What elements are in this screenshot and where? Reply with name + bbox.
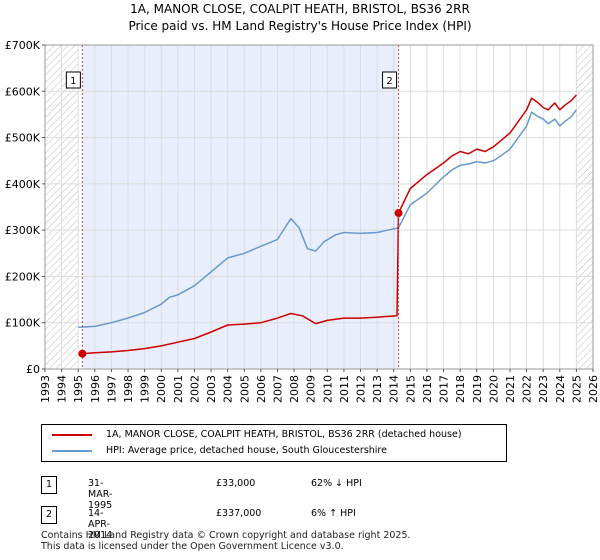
- no-data-hatched-region: [576, 45, 593, 369]
- x-tick-label: 2019: [471, 375, 484, 403]
- x-tick-label: 2001: [172, 375, 185, 403]
- y-tick-label: £700K: [5, 39, 41, 52]
- legend-item-hpi: HPI: Average price, detached house, Sout…: [52, 444, 387, 458]
- x-tick-label: 2004: [222, 375, 235, 403]
- sale-price: £337,000: [216, 508, 262, 519]
- footer-line-2: This data is licensed under the Open Gov…: [41, 541, 344, 552]
- y-tick-label: £400K: [5, 178, 41, 191]
- sale-label-number: 1: [70, 76, 76, 87]
- x-tick-label: 2013: [371, 375, 384, 403]
- x-tick-label: 2021: [504, 375, 517, 403]
- x-tick-label: 1999: [139, 375, 152, 403]
- x-tick-label: 2012: [355, 375, 368, 403]
- x-tick-label: 2003: [205, 375, 218, 403]
- y-tick-label: £100K: [5, 317, 41, 330]
- sale-hpi-comparison: 62% ↓ HPI: [311, 478, 362, 489]
- sale-hpi-comparison: 6% ↑ HPI: [311, 508, 356, 519]
- legend-line-property: [52, 433, 92, 436]
- x-tick-label: 2020: [487, 375, 500, 403]
- y-tick-label: £500K: [5, 132, 41, 145]
- x-tick-label: 2017: [438, 375, 451, 403]
- sale-label-box: [65, 71, 81, 89]
- x-tick-label: 2024: [554, 375, 567, 403]
- sale-date: 14-APR-2014: [88, 508, 113, 541]
- x-tick-label: 1996: [89, 375, 102, 403]
- property-price-line: [82, 94, 577, 355]
- x-tick-label: 2002: [188, 375, 201, 403]
- x-tick-label: 2016: [421, 375, 434, 403]
- x-tick-label: 2006: [255, 375, 268, 403]
- x-tick-label: 2025: [570, 375, 583, 403]
- hpi-line: [78, 109, 578, 329]
- x-tick-label: 2005: [238, 375, 251, 403]
- x-tick-label: 2026: [587, 375, 600, 403]
- chart-legend: 1A, MANOR CLOSE, COALPIT HEATH, BRISTOL,…: [41, 424, 507, 462]
- x-tick-label: 2022: [521, 375, 534, 403]
- x-tick-label: 2009: [305, 375, 318, 403]
- x-tick-label: 2011: [338, 375, 351, 403]
- y-tick-label: £200K: [5, 270, 41, 283]
- sale-date: 31-MAR-1995: [88, 478, 113, 511]
- sale-label-number: 2: [386, 76, 392, 87]
- y-tick-label: £600K: [5, 85, 41, 98]
- x-tick-label: 1994: [56, 375, 69, 403]
- ownership-shaded-region: [82, 45, 399, 369]
- y-tick-label: £300K: [5, 224, 41, 237]
- x-tick-label: 1998: [122, 375, 135, 403]
- price-chart: 1 2 £0 £100K £200K £300K £400K £500K £600K £700K…: [5, 39, 600, 403]
- x-tick-label: 2007: [271, 375, 284, 403]
- x-tick-label: 1995: [72, 375, 85, 403]
- x-tick-label: 2023: [537, 375, 550, 403]
- x-tick-label: 2010: [321, 375, 334, 403]
- sale-label-box: [382, 71, 398, 89]
- sale-number-badge: 1: [41, 476, 57, 494]
- y-tick-label: £0: [26, 363, 40, 376]
- legend-label-property: 1A, MANOR CLOSE, COALPIT HEATH, BRISTOL,…: [106, 429, 462, 440]
- sale-point: [394, 209, 403, 218]
- legend-line-hpi: [52, 449, 92, 452]
- x-tick-label: 1997: [105, 375, 118, 403]
- sale-point: [78, 349, 87, 358]
- footer-line-1: Contains HM Land Registry data © Crown c…: [41, 530, 411, 541]
- legend-label-hpi: HPI: Average price, detached house, Sout…: [106, 445, 387, 456]
- x-tick-label: 2018: [454, 375, 467, 403]
- footer-copyright: Contains HM Land Registry data © Crown c…: [41, 530, 411, 552]
- plot-frame: [44, 44, 594, 370]
- chart-subtitle: Price paid vs. HM Land Registry's House …: [128, 19, 472, 33]
- legend-item-property: 1A, MANOR CLOSE, COALPIT HEATH, BRISTOL,…: [52, 428, 462, 442]
- x-tick-label: 2014: [388, 375, 401, 403]
- chart-title: 1A, MANOR CLOSE, COALPIT HEATH, BRISTOL,…: [130, 2, 470, 16]
- x-tick-label: 2015: [404, 375, 417, 403]
- sale-number-badge: 2: [41, 506, 57, 524]
- sale-price: £33,000: [216, 478, 256, 489]
- x-tick-label: 2008: [288, 375, 301, 403]
- x-tick-label: 1993: [39, 375, 52, 403]
- x-tick-label: 2000: [155, 375, 168, 403]
